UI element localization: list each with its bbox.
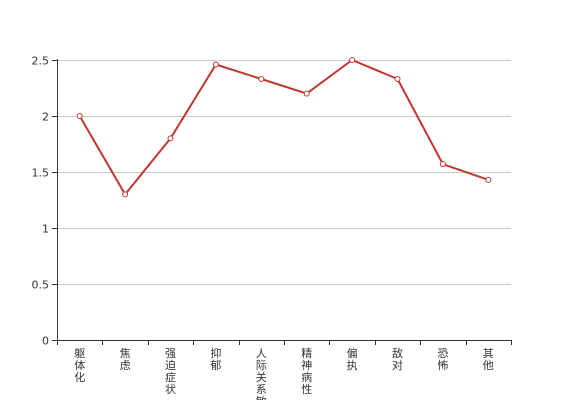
y-tick-label: 1.5	[32, 167, 50, 180]
x-axis: 躯体化 焦虑 强迫症状 抑郁 人际关系敏感 精神病性 偏执 敌对 恐怖 其他	[57, 340, 512, 400]
data-point[interactable]	[122, 191, 129, 198]
x-tick-label: 焦虑	[120, 347, 131, 372]
series-layer	[76, 57, 492, 198]
y-tick-label: 2	[42, 111, 49, 124]
x-tick-label: 恐怖	[437, 347, 448, 372]
x-tick-label: 偏执	[347, 346, 358, 372]
data-point[interactable]	[258, 76, 265, 83]
x-tick-label: 强迫症状	[165, 347, 176, 396]
data-point[interactable]	[76, 113, 83, 119]
y-axis: 0 0.5 1 1.5 2 2.5	[32, 55, 58, 348]
data-point[interactable]	[349, 57, 356, 63]
series-line	[78, 59, 489, 196]
data-point[interactable]	[439, 161, 446, 168]
x-tick-label: 精神病性	[301, 347, 312, 396]
x-tick-label: 其他	[483, 347, 494, 372]
y-tick-label: 0	[42, 335, 49, 348]
data-point[interactable]	[394, 76, 401, 83]
x-tick-label: 抑郁	[210, 346, 221, 372]
x-tick-label: 敌对	[392, 346, 403, 372]
y-tick-label: 2.5	[32, 55, 50, 68]
x-tick-label: 人际关系敏感	[256, 347, 267, 400]
grid-lines	[57, 60, 511, 285]
x-tick-label: 躯体化	[74, 347, 85, 384]
data-point[interactable]	[212, 61, 219, 68]
y-tick-label: 1	[42, 223, 49, 236]
data-point[interactable]	[485, 176, 492, 183]
y-tick-label: 0.5	[32, 279, 50, 292]
data-point[interactable]	[303, 90, 310, 97]
data-point[interactable]	[167, 135, 174, 142]
